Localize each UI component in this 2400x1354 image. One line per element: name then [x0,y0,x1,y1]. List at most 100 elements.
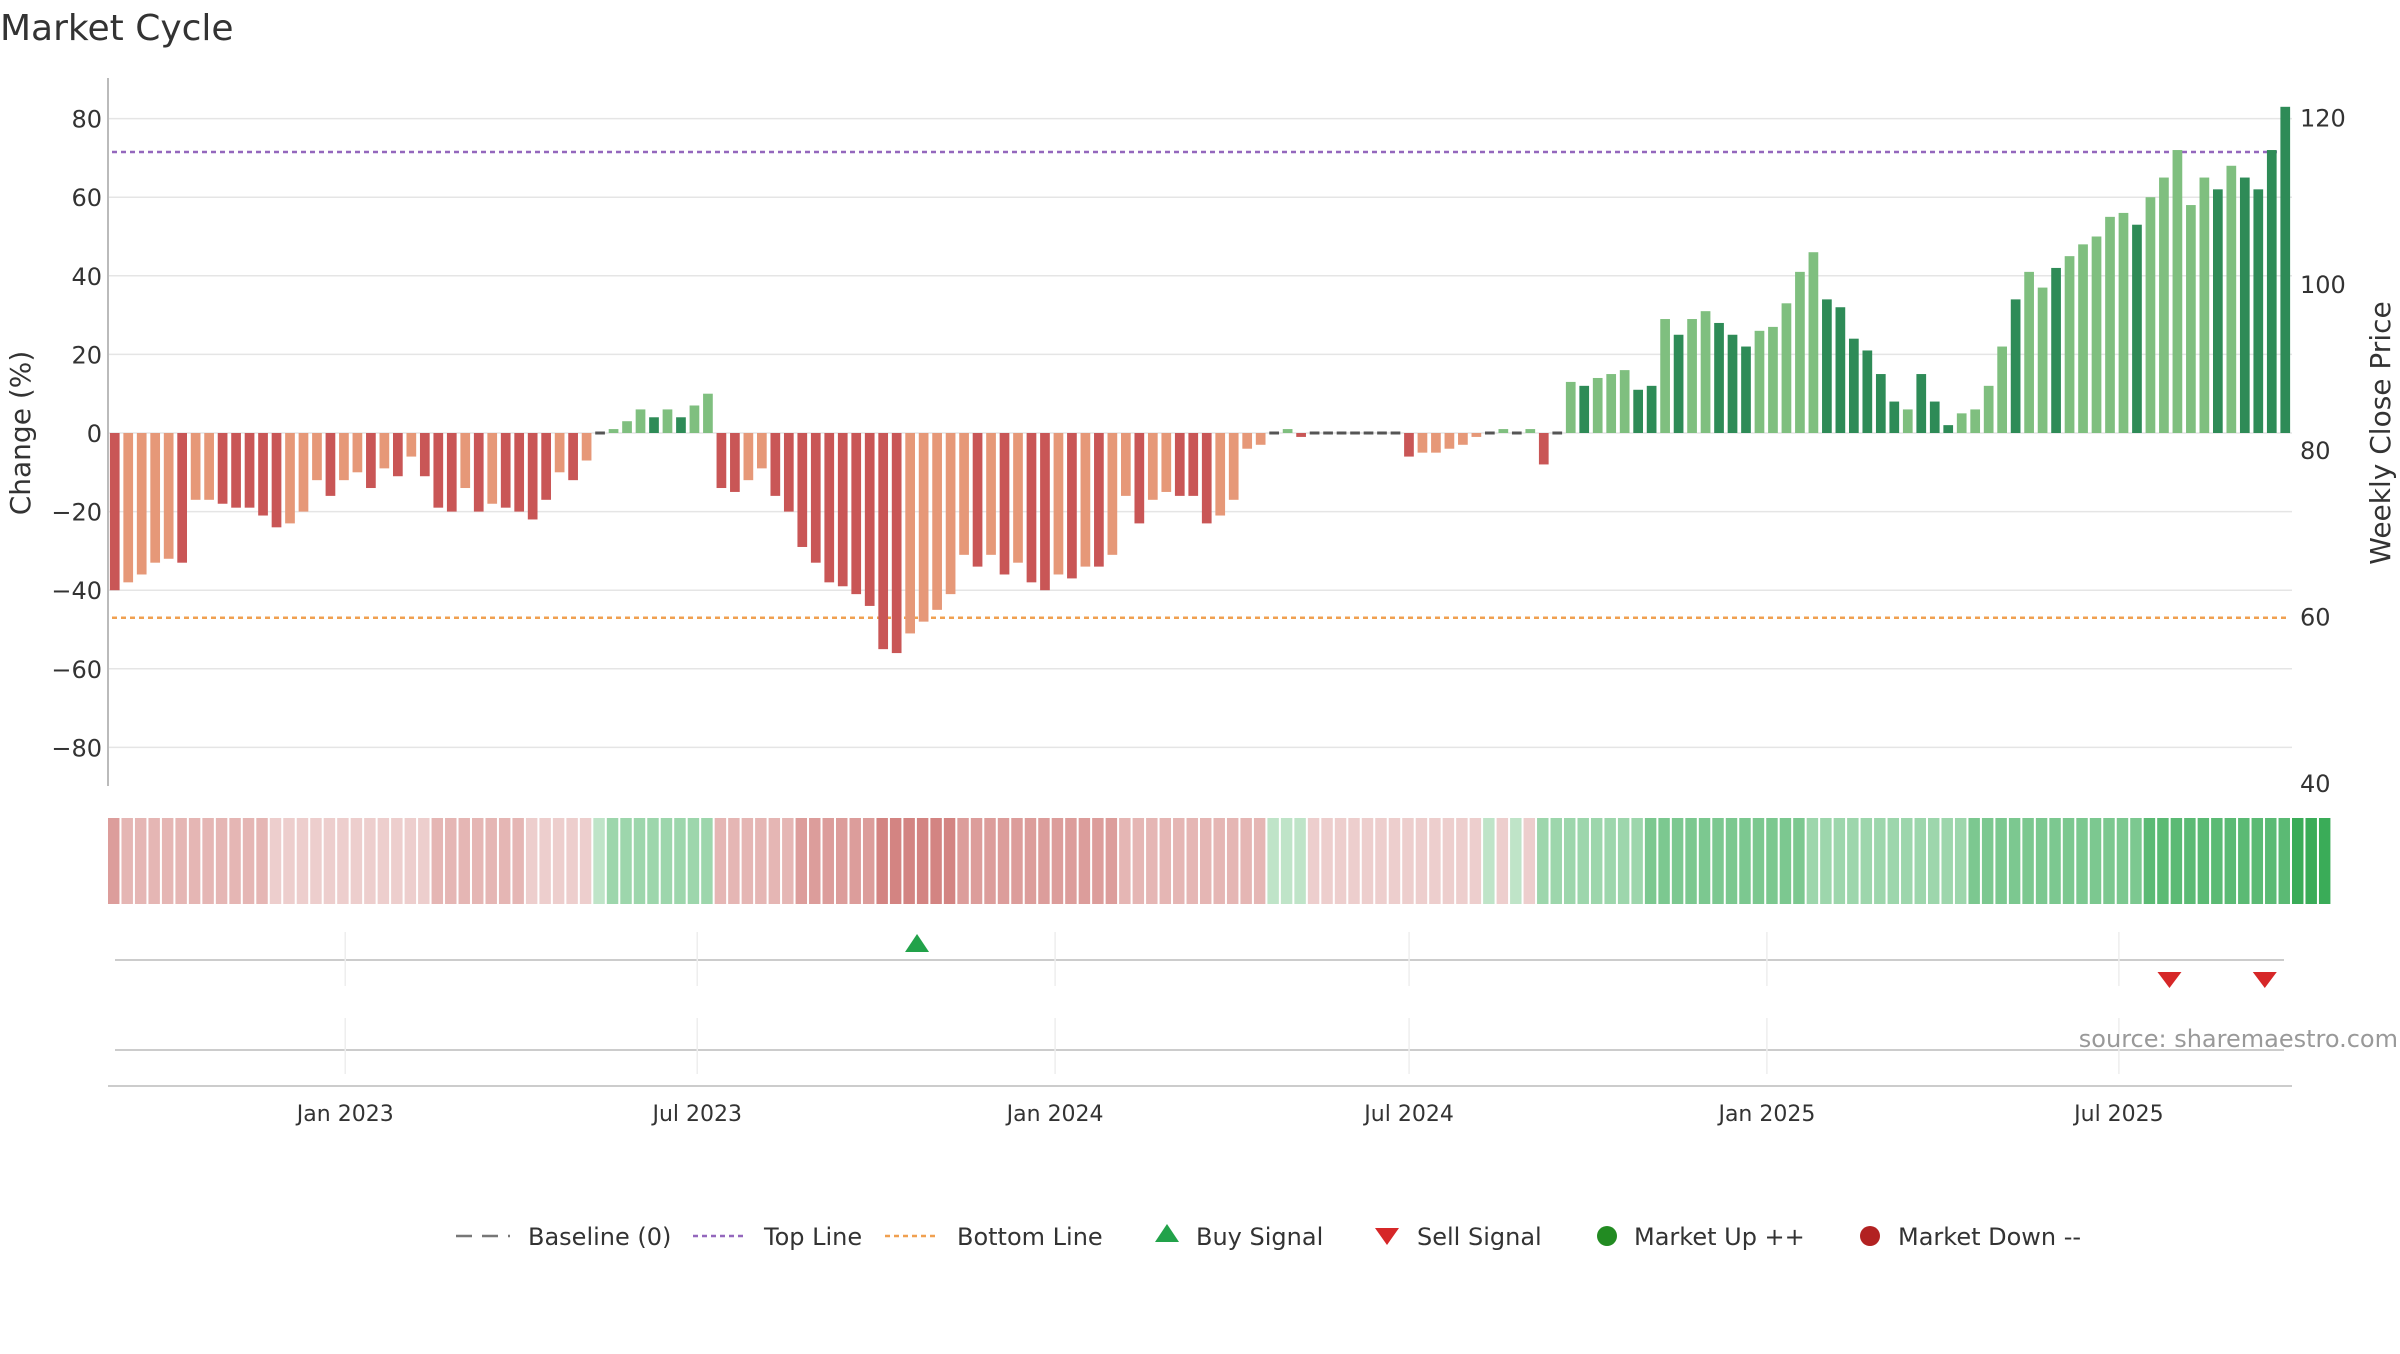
y-tick-label: −20 [51,499,102,527]
regime-cell [1051,818,1064,904]
change-bar [905,433,916,634]
change-bar [1592,377,1603,433]
regime-cell [229,818,241,904]
change-bar [1282,429,1293,433]
y2-tick-label: 120 [2300,104,2346,132]
regime-cell [1011,818,1023,904]
regime-cell [889,818,902,904]
regime-cell [377,818,390,904]
regime-cell [1590,818,1603,904]
baseline-marker [1390,431,1401,435]
regime-cell [809,818,821,904]
regime-cell [1483,818,1495,904]
change-bar [312,433,322,481]
regime-cell [1887,818,1900,904]
change-bar [2199,177,2210,433]
change-bar [285,433,295,524]
change-bar [797,433,808,547]
regime-cell [1968,818,1980,904]
change-bar [1687,319,1697,433]
change-bar [1201,433,1212,524]
regime-cell [1024,818,1037,904]
regime-cell [1213,818,1225,904]
change-bar [1916,374,1927,433]
y2-axis-label: Weekly Close Price [2364,301,2397,564]
regime-cell [1833,818,1846,904]
change-bar [460,433,471,489]
change-bar [1228,433,1239,500]
regime-cell [1820,818,1832,904]
change-bar [487,433,498,504]
axis-layer: 806040200−20−40−60−802001801601401201008… [51,78,2346,798]
change-bar [1902,409,1913,433]
regime-cell [1981,818,1994,904]
regime-cell [1739,818,1751,904]
change-bar [1619,370,1630,433]
regime-cell [2089,818,2102,904]
regime-cell [755,818,767,904]
change-bar [2037,287,2048,433]
y-axis-label: Change (%) [4,351,37,516]
regime-cell [310,818,322,904]
y-tick-label: 20 [71,341,102,369]
regime-cell [1348,818,1360,904]
change-bar [891,433,902,654]
regime-cell [283,818,295,904]
regime-cell [404,818,417,904]
regime-cell [1456,818,1468,904]
change-bar [339,433,349,481]
regime-cell [1200,818,1212,904]
change-bar [1458,433,1468,445]
regime-cell [1442,818,1455,904]
regime-cell [2211,818,2223,904]
regime-cell [2130,818,2142,904]
regime-cell [485,818,497,904]
regime-cell [445,818,457,904]
change-bar [2172,150,2183,434]
regime-cell [1361,818,1374,904]
regime-cell [269,818,282,904]
regime-cell [1564,818,1576,904]
change-bar [1983,385,1994,433]
change-bar [1174,433,1185,496]
change-bar [1053,433,1064,575]
regime-cell [930,818,942,904]
regime-cell [1698,818,1711,904]
change-bar [2051,267,2061,433]
baseline-marker [1323,431,1333,435]
regime-cell [512,818,524,904]
regime-cell [970,818,983,904]
change-bar [1161,433,1172,492]
change-bar [1956,413,1967,433]
change-bar [1970,409,1981,433]
change-bar [433,433,444,508]
regime-cell [2143,818,2156,904]
regime-cell [2278,818,2290,904]
change-bar [2132,224,2142,433]
change-bar [2145,197,2156,433]
baseline-marker [1377,431,1387,435]
change-bar [1714,322,1724,433]
change-bar [2118,212,2129,433]
change-bar [392,433,403,477]
regime-cell [1294,818,1306,904]
regime-cell [539,818,551,904]
change-bar [204,433,214,500]
change-bar [2105,216,2115,433]
change-bar [676,417,686,433]
change-bar [608,429,619,433]
regime-cell [687,818,700,904]
change-bar [810,433,821,563]
change-bar [1013,433,1023,563]
y-tick-label: 60 [71,184,102,212]
change-bar [851,433,862,595]
regime-cell [431,818,444,904]
change-bar [1538,433,1549,465]
change-bar [1700,311,1711,433]
regime-cell [2251,818,2264,904]
regime-cell [701,818,713,904]
legend-label-sell: Sell Signal [1417,1223,1542,1251]
market-down-legend-icon [1860,1226,1880,1246]
grid-layer [108,117,2292,749]
change-bar [150,433,161,563]
